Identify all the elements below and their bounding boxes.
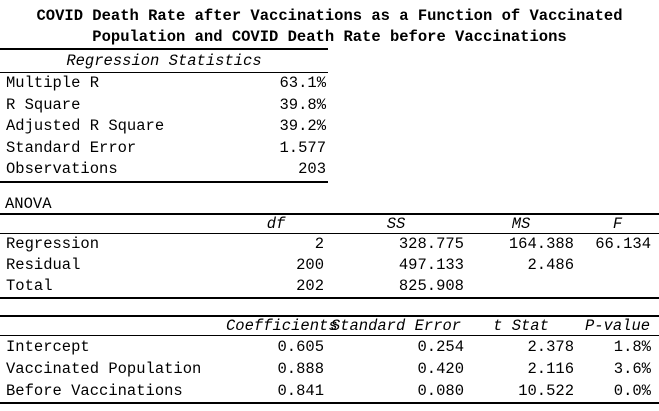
stat-value: 39.8% bbox=[279, 95, 326, 114]
anova-col-df: df bbox=[226, 214, 326, 234]
stat-label: Multiple R bbox=[6, 74, 100, 92]
table-row: Residual 200 497.133 2.486 bbox=[0, 255, 659, 276]
anova-col-ss: SS bbox=[326, 214, 466, 234]
coef-col-p-value: P-value bbox=[576, 315, 659, 336]
stat-label: Standard Error bbox=[6, 138, 137, 157]
anova-df-value: 2 bbox=[314, 234, 324, 253]
stat-value: 63.1% bbox=[279, 74, 326, 92]
coef-col-label bbox=[0, 315, 226, 336]
regression-statistics-table: Regression Statistics Multiple R 63.1% R… bbox=[0, 48, 328, 183]
coef-coefficient-value: 0.888 bbox=[277, 359, 324, 378]
title-line-1: COVID Death Rate after Vaccinations as a… bbox=[36, 7, 623, 25]
coef-row-label: Intercept bbox=[6, 337, 90, 356]
anova-col-f: F bbox=[576, 214, 659, 234]
anova-ss-value: 497.133 bbox=[398, 255, 464, 274]
coef-col-t-stat: t Stat bbox=[466, 315, 576, 336]
table-row: Before Vaccinations 0.841 0.080 10.522 0… bbox=[0, 380, 659, 403]
table-row: Adjusted R Square 39.2% bbox=[0, 116, 328, 138]
coef-standard-error-value: 0.420 bbox=[417, 359, 464, 378]
anova-ms-value bbox=[466, 276, 576, 298]
anova-ss-value: 825.908 bbox=[398, 276, 464, 295]
stat-label: R Square bbox=[6, 95, 81, 114]
table-row: Vaccinated Population 0.888 0.420 2.116 … bbox=[0, 358, 659, 380]
coefficients-header-row: Coefficients Standard Error t Stat P-val… bbox=[0, 315, 659, 336]
anova-df-value: 200 bbox=[296, 255, 324, 274]
anova-f-value bbox=[576, 255, 659, 276]
table-row: Intercept 0.605 0.254 2.378 1.8% bbox=[0, 335, 659, 358]
anova-df-value: 202 bbox=[296, 276, 324, 295]
table-row: Standard Error 1.577 bbox=[0, 138, 328, 160]
coef-row-label: Vaccinated Population bbox=[6, 359, 202, 378]
coef-p-value: 3.6% bbox=[613, 359, 651, 378]
stat-value: 203 bbox=[298, 160, 326, 178]
coef-coefficient-value: 0.841 bbox=[277, 381, 324, 400]
anova-ms-value: 164.388 bbox=[508, 234, 574, 253]
table-row: Total 202 825.908 bbox=[0, 276, 659, 298]
stat-label: Adjusted R Square bbox=[6, 117, 165, 135]
page-title: COVID Death Rate after Vaccinations as a… bbox=[0, 0, 659, 48]
coef-col-coefficients: Coefficients bbox=[226, 315, 338, 336]
anova-f-value: 66.134 bbox=[595, 234, 651, 253]
anova-col-ms: MS bbox=[466, 214, 576, 234]
anova-table: df SS MS F Regression 2 328.775 164.388 … bbox=[0, 214, 659, 299]
table-row: Multiple R 63.1% bbox=[0, 73, 328, 95]
table-row: Regression 2 328.775 164.388 66.134 bbox=[0, 233, 659, 255]
anova-ms-value: 2.486 bbox=[527, 255, 574, 274]
coefficients-table: Coefficients Standard Error t Stat P-val… bbox=[0, 314, 659, 404]
anova-row-label: Regression bbox=[6, 234, 100, 253]
coef-col-standard-error: Standard Error bbox=[326, 315, 466, 336]
stat-value: 1.577 bbox=[279, 138, 326, 157]
table-row: Observations 203 bbox=[0, 159, 328, 182]
stat-label: Observations bbox=[6, 160, 118, 178]
table-row: R Square 39.8% bbox=[0, 95, 328, 117]
coef-t-stat-value: 2.378 bbox=[527, 337, 574, 356]
coef-standard-error-value: 0.080 bbox=[417, 381, 464, 400]
coef-p-value: 1.8% bbox=[613, 337, 651, 356]
anova-f-value bbox=[576, 276, 659, 298]
coef-standard-error-value: 0.254 bbox=[417, 337, 464, 356]
stat-value: 39.2% bbox=[279, 117, 326, 135]
coef-t-stat-value: 10.522 bbox=[518, 381, 574, 400]
anova-header-row: df SS MS F bbox=[0, 214, 659, 234]
anova-ss-value: 328.775 bbox=[398, 234, 464, 253]
anova-section-label: ANOVA bbox=[0, 195, 659, 215]
coef-t-stat-value: 2.116 bbox=[527, 359, 574, 378]
anova-row-label: Total bbox=[6, 276, 53, 295]
regression-statistics-title: Regression Statistics bbox=[0, 49, 328, 73]
coef-row-label: Before Vaccinations bbox=[6, 381, 183, 400]
anova-col-label bbox=[0, 214, 226, 234]
regression-statistics-header-row: Regression Statistics bbox=[0, 49, 328, 73]
title-line-2: Population and COVID Death Rate before V… bbox=[92, 28, 567, 46]
coef-coefficient-value: 0.605 bbox=[277, 337, 324, 356]
coef-p-value: 0.0% bbox=[613, 381, 651, 400]
anova-row-label: Residual bbox=[6, 255, 81, 274]
